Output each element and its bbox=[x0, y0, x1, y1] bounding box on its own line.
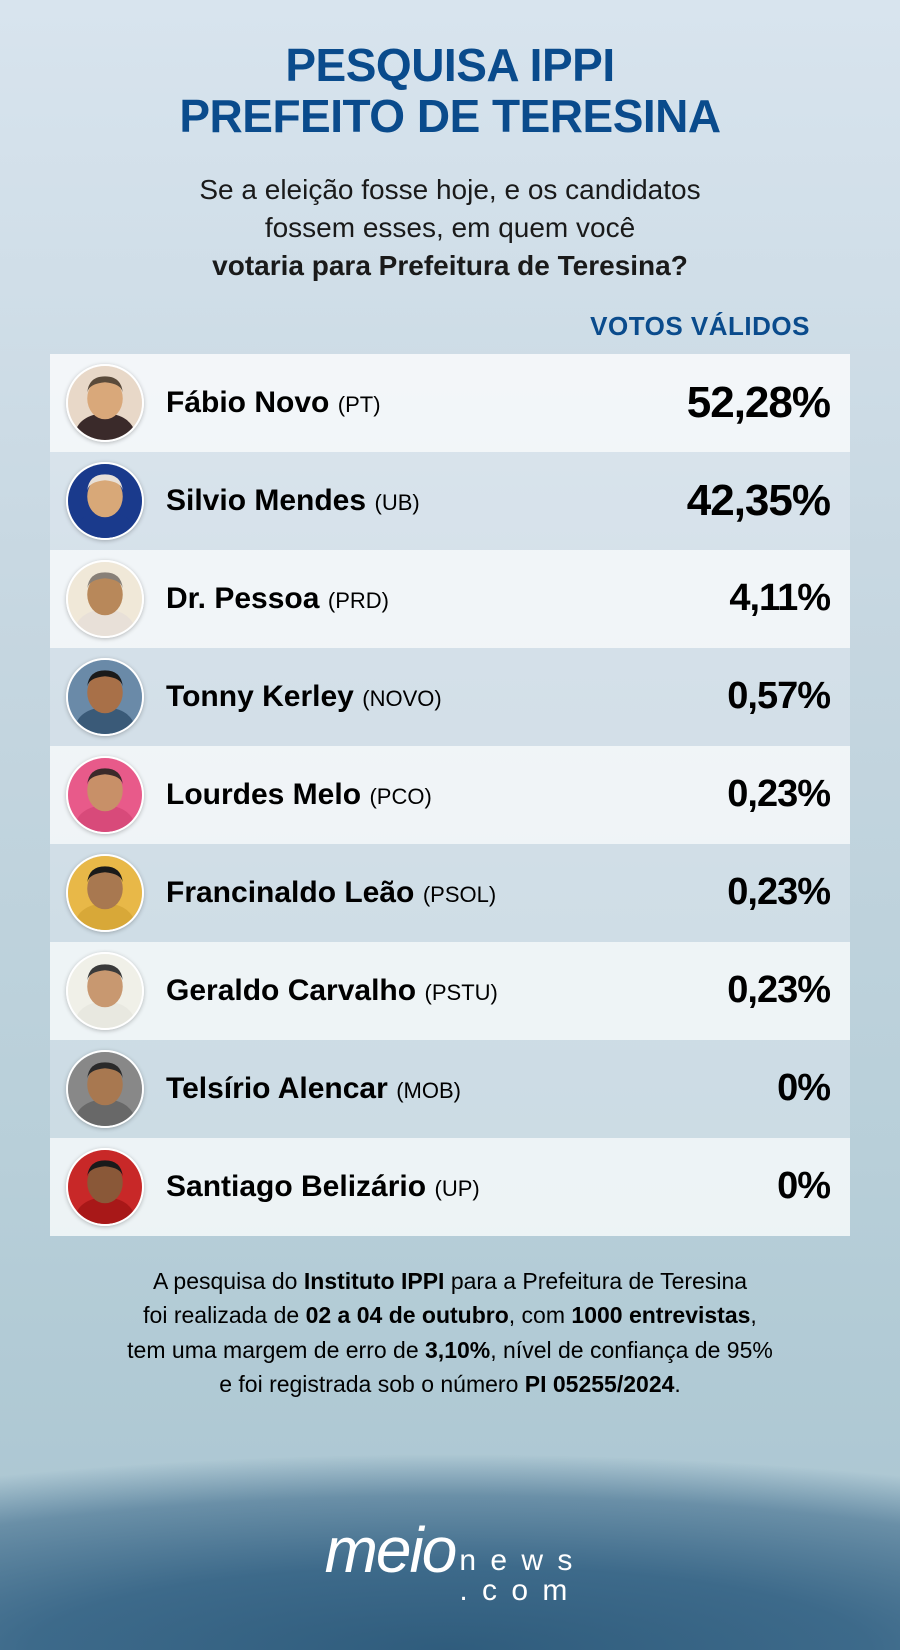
candidate-name-cell: Geraldo Carvalho (PSTU) bbox=[166, 974, 630, 1008]
footnote-text: tem uma margem de erro de bbox=[127, 1337, 425, 1363]
candidate-percentage: 42,35% bbox=[630, 476, 830, 526]
candidate-avatar bbox=[66, 1148, 144, 1226]
candidate-avatar bbox=[66, 756, 144, 834]
candidate-name: Telsírio Alencar bbox=[166, 1072, 388, 1105]
candidate-name: Fábio Novo bbox=[166, 386, 329, 419]
footnote-text: , bbox=[750, 1302, 756, 1328]
footnote-dates: 02 a 04 de outubro bbox=[306, 1302, 509, 1328]
footnote-text: e foi registrada sob o número bbox=[219, 1371, 525, 1397]
candidate-row: Francinaldo Leão (PSOL) 0,23% bbox=[50, 844, 850, 942]
candidate-row: Tonny Kerley (NOVO) 0,57% bbox=[50, 648, 850, 746]
poll-question: Se a eleição fosse hoje, e os candidatos… bbox=[50, 171, 850, 284]
question-line-1: Se a eleição fosse hoje, e os candidatos bbox=[199, 174, 700, 205]
candidate-name: Lourdes Melo bbox=[166, 778, 361, 811]
footnote-text: foi realizada de bbox=[143, 1302, 305, 1328]
candidate-party: (UB) bbox=[375, 490, 420, 515]
candidate-avatar bbox=[66, 560, 144, 638]
candidate-name-cell: Lourdes Melo (PCO) bbox=[166, 778, 630, 812]
candidate-name: Santiago Belizário bbox=[166, 1170, 426, 1203]
candidate-row: Fábio Novo (PT) 52,28% bbox=[50, 354, 850, 452]
candidate-percentage: 0,23% bbox=[630, 773, 830, 816]
logo-right-block: n e w s . c o m bbox=[459, 1546, 575, 1606]
logo-container: meio n e w s . c o m bbox=[0, 1522, 900, 1608]
question-line-2: fossem esses, em quem você bbox=[265, 212, 635, 243]
candidate-party: (MOB) bbox=[396, 1078, 461, 1103]
candidate-name-cell: Francinaldo Leão (PSOL) bbox=[166, 876, 630, 910]
candidate-party: (UP) bbox=[435, 1176, 480, 1201]
footnote-institute: Instituto IPPI bbox=[304, 1268, 445, 1294]
candidate-name: Geraldo Carvalho bbox=[166, 974, 416, 1007]
candidate-avatar bbox=[66, 854, 144, 932]
candidate-avatar bbox=[66, 462, 144, 540]
footnote-registration: PI 05255/2024 bbox=[525, 1371, 675, 1397]
candidate-name: Tonny Kerley bbox=[166, 680, 354, 713]
logo-meio: meio bbox=[325, 1522, 456, 1580]
title-line-2: PREFEITO DE TERESINA bbox=[50, 91, 850, 142]
candidate-row: Santiago Belizário (UP) 0% bbox=[50, 1138, 850, 1236]
candidate-percentage: 0,23% bbox=[630, 969, 830, 1012]
candidates-table: Fábio Novo (PT) 52,28% Silvio Mendes (UB… bbox=[50, 354, 850, 1236]
title-line-1: PESQUISA IPPI bbox=[50, 40, 850, 91]
candidate-avatar bbox=[66, 1050, 144, 1128]
candidate-party: (PSTU) bbox=[425, 980, 498, 1005]
candidate-party: (NOVO) bbox=[362, 686, 441, 711]
candidate-row: Geraldo Carvalho (PSTU) 0,23% bbox=[50, 942, 850, 1040]
candidate-percentage: 0% bbox=[630, 1165, 830, 1208]
candidate-name-cell: Santiago Belizário (UP) bbox=[166, 1170, 630, 1204]
candidate-percentage: 0% bbox=[630, 1067, 830, 1110]
meionews-logo: meio n e w s . c o m bbox=[325, 1522, 576, 1608]
candidate-name: Francinaldo Leão bbox=[166, 876, 414, 909]
candidate-name-cell: Fábio Novo (PT) bbox=[166, 386, 630, 420]
candidate-party: (PSOL) bbox=[423, 882, 496, 907]
footnote-margin: 3,10% bbox=[425, 1337, 490, 1363]
candidate-row: Telsírio Alencar (MOB) 0% bbox=[50, 1040, 850, 1138]
candidate-name-cell: Dr. Pessoa (PRD) bbox=[166, 582, 630, 616]
candidate-name-cell: Tonny Kerley (NOVO) bbox=[166, 680, 630, 714]
candidate-percentage: 4,11% bbox=[630, 577, 830, 620]
candidate-avatar bbox=[66, 952, 144, 1030]
footnote-text: para a Prefeitura de Teresina bbox=[444, 1268, 747, 1294]
candidate-name-cell: Telsírio Alencar (MOB) bbox=[166, 1072, 630, 1106]
candidate-party: (PRD) bbox=[328, 588, 389, 613]
logo-news: n e w s bbox=[459, 1546, 575, 1576]
candidate-percentage: 0,23% bbox=[630, 871, 830, 914]
infographic-container: PESQUISA IPPI PREFEITO DE TERESINA Se a … bbox=[0, 0, 900, 1650]
logo-com: . c o m bbox=[459, 1576, 575, 1606]
candidate-avatar bbox=[66, 364, 144, 442]
question-line-3: votaria para Prefeitura de Teresina? bbox=[212, 250, 688, 281]
footnote-text: A pesquisa do bbox=[153, 1268, 304, 1294]
candidate-party: (PCO) bbox=[369, 784, 431, 809]
footnote-text: , nível de confiança de 95% bbox=[490, 1337, 773, 1363]
footnote-sample: 1000 entrevistas bbox=[571, 1302, 750, 1328]
candidate-row: Dr. Pessoa (PRD) 4,11% bbox=[50, 550, 850, 648]
methodology-footnote: A pesquisa do Instituto IPPI para a Pref… bbox=[50, 1264, 850, 1402]
candidate-row: Lourdes Melo (PCO) 0,23% bbox=[50, 746, 850, 844]
candidate-name: Silvio Mendes bbox=[166, 484, 366, 517]
column-header-votes: VOTOS VÁLIDOS bbox=[50, 311, 850, 342]
candidate-row: Silvio Mendes (UB) 42,35% bbox=[50, 452, 850, 550]
candidate-party: (PT) bbox=[338, 392, 381, 417]
footnote-text: , com bbox=[509, 1302, 572, 1328]
footnote-text: . bbox=[674, 1371, 680, 1397]
candidate-name: Dr. Pessoa bbox=[166, 582, 319, 615]
candidate-name-cell: Silvio Mendes (UB) bbox=[166, 484, 630, 518]
candidate-percentage: 52,28% bbox=[630, 378, 830, 428]
candidate-percentage: 0,57% bbox=[630, 675, 830, 718]
candidate-avatar bbox=[66, 658, 144, 736]
